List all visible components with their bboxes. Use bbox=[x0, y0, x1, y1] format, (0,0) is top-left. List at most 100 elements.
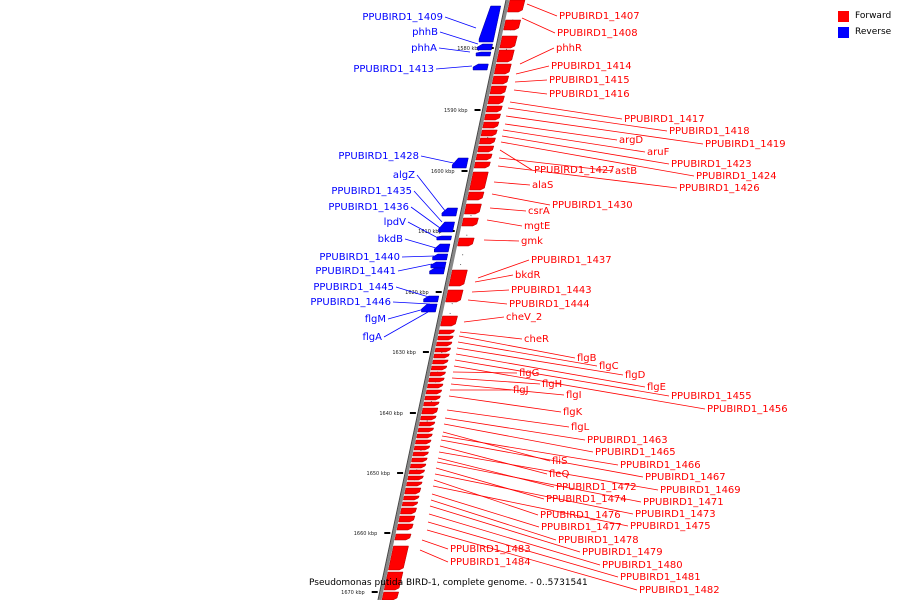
forward-gene-label[interactable]: PPUBIRD1_1471 bbox=[643, 497, 724, 508]
forward-gene-label[interactable]: csrA bbox=[528, 206, 550, 217]
forward-gene-label[interactable]: flgE bbox=[647, 382, 666, 393]
reverse-gene-label[interactable]: flgM bbox=[365, 314, 386, 325]
forward-gene-arrow bbox=[400, 507, 417, 515]
forward-gene-arrow bbox=[413, 445, 431, 451]
forward-gene-arrow bbox=[404, 487, 422, 495]
forward-gene-label[interactable]: PPUBIRD1_1455 bbox=[671, 391, 752, 402]
forward-gene-label[interactable]: PPUBIRD1_1408 bbox=[557, 28, 638, 39]
forward-label-leader bbox=[419, 549, 449, 563]
forward-gene-label[interactable]: PPUBIRD1_1474 bbox=[546, 494, 627, 505]
forward-gene-arrow bbox=[478, 137, 496, 145]
forward-gene-label[interactable]: PPUBIRD1_1481 bbox=[620, 572, 701, 583]
forward-gene-label[interactable]: PPUBIRD1_1480 bbox=[602, 560, 683, 571]
forward-gene-label[interactable]: PPUBIRD1_1414 bbox=[551, 61, 632, 72]
forward-gene-label[interactable]: PPUBIRD1_1430 bbox=[552, 200, 633, 211]
forward-gene-label[interactable]: PPUBIRD1_1407 bbox=[559, 11, 640, 22]
reverse-gene-arrow bbox=[478, 5, 502, 43]
reverse-gene-label[interactable]: PPUBIRD1_1446 bbox=[310, 297, 391, 308]
forward-gene-label[interactable]: PPUBIRD1_1427 bbox=[534, 165, 615, 176]
forward-gene-label[interactable]: PPUBIRD1_1465 bbox=[595, 447, 676, 458]
forward-gene-label[interactable]: PPUBIRD1_1484 bbox=[450, 557, 531, 568]
forward-gene-label[interactable]: PPUBIRD1_1482 bbox=[639, 585, 720, 596]
forward-gene-label[interactable]: PPUBIRD1_1472 bbox=[556, 482, 637, 493]
forward-gene-label[interactable]: flgH bbox=[542, 379, 562, 390]
forward-gene-label[interactable]: PPUBIRD1_1437 bbox=[531, 255, 612, 266]
reverse-gene-label[interactable]: phhB bbox=[412, 27, 438, 38]
forward-gene-arrow bbox=[383, 571, 404, 591]
forward-gene-label[interactable]: PPUBIRD1_1478 bbox=[558, 535, 639, 546]
reverse-gene-label[interactable]: PPUBIRD1_1440 bbox=[319, 252, 400, 263]
forward-gene-label[interactable]: PPUBIRD1_1416 bbox=[549, 89, 630, 100]
forward-gene-arrow bbox=[482, 121, 500, 129]
forward-gene-label[interactable]: astB bbox=[615, 166, 637, 177]
forward-gene-label[interactable]: phhR bbox=[556, 43, 582, 54]
reverse-label-leader bbox=[444, 16, 477, 29]
forward-gene-label[interactable]: flgK bbox=[563, 407, 583, 418]
forward-gene-label[interactable]: PPUBIRD1_1479 bbox=[582, 547, 663, 558]
forward-gene-arrow bbox=[417, 427, 435, 433]
forward-gene-label[interactable]: PPUBIRD1_1463 bbox=[587, 435, 668, 446]
forward-label-leader bbox=[521, 17, 556, 34]
forward-gene-label[interactable]: PPUBIRD1_1473 bbox=[635, 509, 716, 520]
forward-label-leader bbox=[428, 513, 601, 566]
forward-gene-label[interactable]: argD bbox=[619, 135, 643, 146]
reverse-gene-label[interactable]: PPUBIRD1_1435 bbox=[331, 186, 412, 197]
forward-gene-arrow bbox=[416, 433, 433, 439]
scale-label: 1650 kbp bbox=[367, 471, 391, 477]
forward-gene-label[interactable]: PPUBIRD1_1483 bbox=[450, 544, 531, 555]
forward-gene-label[interactable]: PPUBIRD1_1424 bbox=[696, 171, 777, 182]
forward-gene-label[interactable]: PPUBIRD1_1469 bbox=[660, 485, 741, 496]
forward-gene-label[interactable]: PPUBIRD1_1477 bbox=[541, 522, 622, 533]
forward-gene-label[interactable]: mgtE bbox=[524, 221, 550, 232]
forward-label-leader bbox=[467, 299, 508, 305]
reverse-gene-label[interactable]: PPUBIRD1_1436 bbox=[328, 202, 409, 213]
forward-label-leader bbox=[455, 353, 646, 388]
forward-gene-arrow bbox=[499, 35, 518, 49]
forward-label-leader bbox=[491, 193, 551, 206]
forward-gene-label[interactable]: flgI bbox=[566, 390, 582, 401]
genome-backbone-edge bbox=[377, 0, 507, 600]
forward-gene-label[interactable]: PPUBIRD1_1415 bbox=[549, 75, 630, 86]
reverse-gene-label[interactable]: bkdB bbox=[378, 234, 403, 245]
forward-gene-label[interactable]: flgD bbox=[625, 370, 646, 381]
forward-gene-label[interactable]: PPUBIRD1_1456 bbox=[707, 404, 788, 415]
reverse-gene-label[interactable]: flgA bbox=[363, 332, 383, 343]
forward-gene-label[interactable]: PPUBIRD1_1417 bbox=[624, 114, 705, 125]
forward-gene-label[interactable]: PPUBIRD1_1419 bbox=[705, 139, 786, 150]
forward-gene-label[interactable]: fleQ bbox=[549, 469, 569, 480]
forward-gene-label[interactable]: cheR bbox=[524, 334, 549, 345]
forward-gene-label[interactable]: flgC bbox=[599, 361, 619, 372]
reverse-gene-label[interactable]: PPUBIRD1_1441 bbox=[315, 266, 396, 277]
forward-gene-label[interactable]: cheV_2 bbox=[506, 312, 542, 323]
forward-gene-label[interactable]: alaS bbox=[532, 180, 553, 191]
forward-gene-label[interactable]: PPUBIRD1_1476 bbox=[540, 510, 621, 521]
forward-gene-label[interactable]: PPUBIRD1_1444 bbox=[509, 299, 590, 310]
forward-gene-label[interactable]: bkdR bbox=[515, 270, 540, 281]
forward-gene-label[interactable]: PPUBIRD1_1426 bbox=[679, 183, 760, 194]
reverse-gene-label[interactable]: lpdV bbox=[384, 217, 406, 228]
reverse-gene-label[interactable]: algZ bbox=[393, 170, 415, 181]
forward-gene-label[interactable]: flgG bbox=[519, 368, 539, 379]
forward-gene-label[interactable]: aruF bbox=[647, 147, 670, 158]
reverse-gene-label[interactable]: PPUBIRD1_1428 bbox=[338, 151, 419, 162]
forward-gene-arrow bbox=[489, 85, 507, 95]
forward-gene-arrow bbox=[398, 515, 416, 523]
reverse-gene-label[interactable]: PPUBIRD1_1413 bbox=[353, 64, 434, 75]
forward-gene-label[interactable]: gmk bbox=[521, 236, 543, 247]
forward-gene-label[interactable]: PPUBIRD1_1466 bbox=[620, 460, 701, 471]
forward-gene-label[interactable]: flgL bbox=[571, 422, 590, 433]
forward-gene-label[interactable]: flgJ bbox=[513, 385, 529, 396]
forward-gene-arrow bbox=[425, 389, 443, 395]
forward-gene-label[interactable]: flgB bbox=[577, 353, 597, 364]
forward-gene-label[interactable]: PPUBIRD1_1418 bbox=[669, 126, 750, 137]
forward-gene-label[interactable]: PPUBIRD1_1475 bbox=[630, 521, 711, 532]
forward-gene-label[interactable]: PPUBIRD1_1423 bbox=[671, 159, 752, 170]
forward-gene-label[interactable]: PPUBIRD1_1443 bbox=[511, 285, 592, 296]
reverse-label-leader bbox=[407, 221, 439, 239]
forward-gene-label[interactable]: PPUBIRD1_1467 bbox=[645, 472, 726, 483]
forward-label-leader bbox=[433, 479, 539, 516]
reverse-gene-label[interactable]: PPUBIRD1_1445 bbox=[313, 282, 394, 293]
reverse-gene-label[interactable]: phhA bbox=[411, 43, 437, 54]
reverse-gene-label[interactable]: PPUBIRD1_1409 bbox=[362, 12, 443, 23]
